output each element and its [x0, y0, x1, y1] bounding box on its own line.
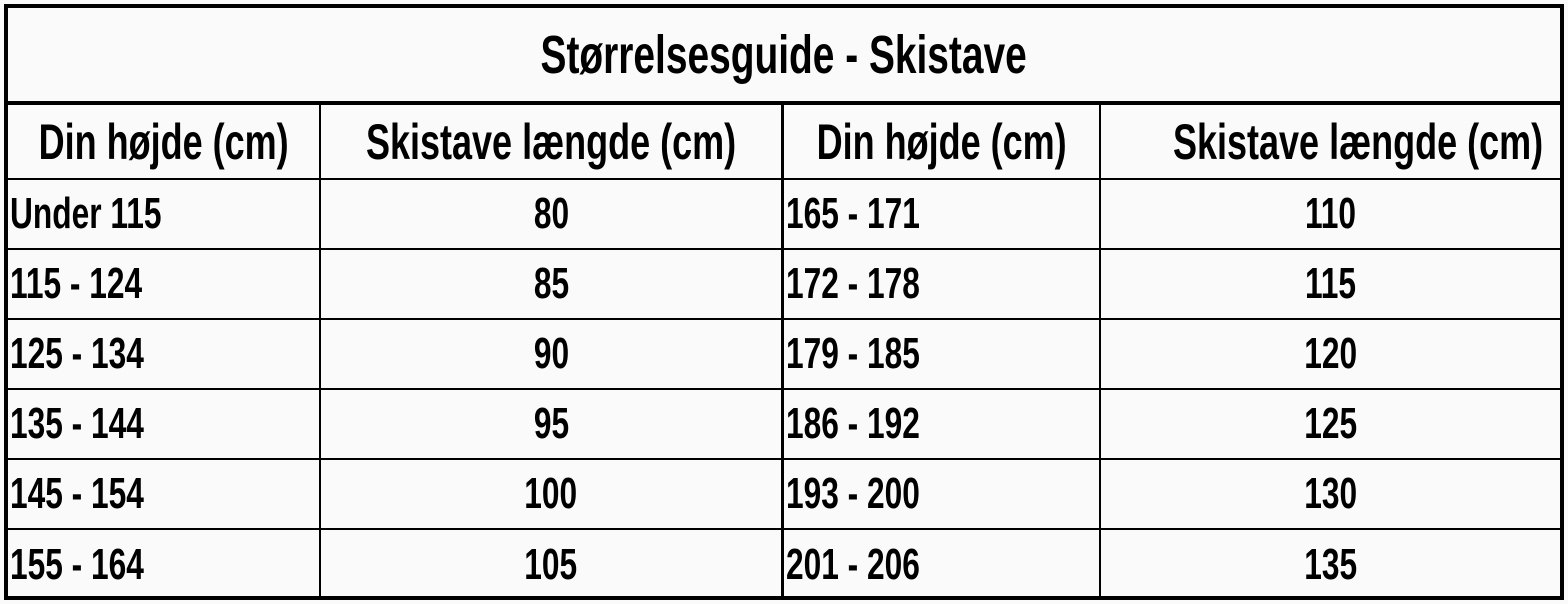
- cell-text: 135: [1304, 540, 1357, 589]
- cell-text: Under 115: [10, 189, 162, 238]
- height-cell: Under 115: [8, 180, 321, 248]
- cell-text: 115 - 124: [10, 259, 143, 308]
- cell-text: 172 - 178: [786, 259, 920, 308]
- table-row: 125 - 134 90 179 - 185 120: [8, 320, 1560, 390]
- cell-text: 130: [1304, 469, 1357, 518]
- header-height-2: Din højde (cm): [816, 113, 1067, 170]
- cell-text: 105: [524, 540, 578, 589]
- height-cell: 179 - 185: [784, 320, 1101, 388]
- pole-length-cell: 110: [1101, 180, 1560, 248]
- height-cell: 201 - 206: [784, 530, 1101, 600]
- cell-text: 90: [533, 329, 569, 378]
- height-cell: 145 - 154: [8, 460, 321, 528]
- pole-length-cell: 120: [1101, 320, 1560, 388]
- table-row: 145 - 154 100 193 - 200 130: [8, 460, 1560, 530]
- header-cell: Din højde (cm): [8, 105, 321, 178]
- pole-length-cell: 80: [321, 180, 784, 248]
- header-cell: Skistave længde (cm): [321, 105, 784, 178]
- table-title: Størrelsesguide - Skistave: [540, 24, 1028, 85]
- pole-length-cell: 90: [321, 320, 784, 388]
- height-cell: 193 - 200: [784, 460, 1101, 528]
- cell-text: 120: [1304, 329, 1357, 378]
- table-row: Under 115 80 165 - 171 110: [8, 180, 1560, 250]
- header-pole-length-2: Skistave længde (cm): [1172, 113, 1544, 170]
- cell-text: 135 - 144: [10, 399, 144, 448]
- cell-text: 179 - 185: [786, 329, 920, 378]
- header-row: Din højde (cm) Skistave længde (cm) Din …: [8, 105, 1560, 180]
- cell-text: 80: [533, 189, 569, 238]
- size-guide-table: Størrelsesguide - Skistave Din højde (cm…: [4, 4, 1564, 600]
- cell-text: 165 - 171: [786, 189, 920, 238]
- height-cell: 165 - 171: [784, 180, 1101, 248]
- cell-text: 110: [1304, 189, 1357, 238]
- header-cell: Skistave længde (cm): [1101, 105, 1568, 178]
- cell-text: 125 - 134: [10, 329, 144, 378]
- cell-text: 95: [533, 399, 569, 448]
- height-cell: 155 - 164: [8, 530, 321, 600]
- cell-text: 125: [1304, 399, 1357, 448]
- header-height-1: Din højde (cm): [38, 113, 289, 170]
- table-title-row: Størrelsesguide - Skistave: [8, 8, 1560, 105]
- cell-text: 85: [533, 259, 569, 308]
- table-row: 115 - 124 85 172 - 178 115: [8, 250, 1560, 320]
- pole-length-cell: 100: [321, 460, 784, 528]
- table-row: 155 - 164 105 201 - 206 135: [8, 530, 1560, 600]
- pole-length-cell: 95: [321, 390, 784, 458]
- height-cell: 186 - 192: [784, 390, 1101, 458]
- cell-text: 155 - 164: [10, 540, 144, 589]
- header-pole-length-1: Skistave længde (cm): [365, 113, 737, 170]
- pole-length-cell: 135: [1101, 530, 1560, 600]
- table-row: 135 - 144 95 186 - 192 125: [8, 390, 1560, 460]
- pole-length-cell: 130: [1101, 460, 1560, 528]
- cell-text: 100: [524, 469, 578, 518]
- height-cell: 125 - 134: [8, 320, 321, 388]
- cell-text: 115: [1304, 259, 1357, 308]
- height-cell: 135 - 144: [8, 390, 321, 458]
- cell-text: 186 - 192: [786, 399, 920, 448]
- height-cell: 172 - 178: [784, 250, 1101, 318]
- pole-length-cell: 105: [321, 530, 784, 600]
- height-cell: 115 - 124: [8, 250, 321, 318]
- cell-text: 201 - 206: [786, 540, 920, 589]
- cell-text: 145 - 154: [10, 469, 144, 518]
- header-cell: Din højde (cm): [784, 105, 1101, 178]
- pole-length-cell: 125: [1101, 390, 1560, 458]
- pole-length-cell: 115: [1101, 250, 1560, 318]
- cell-text: 193 - 200: [786, 469, 920, 518]
- pole-length-cell: 85: [321, 250, 784, 318]
